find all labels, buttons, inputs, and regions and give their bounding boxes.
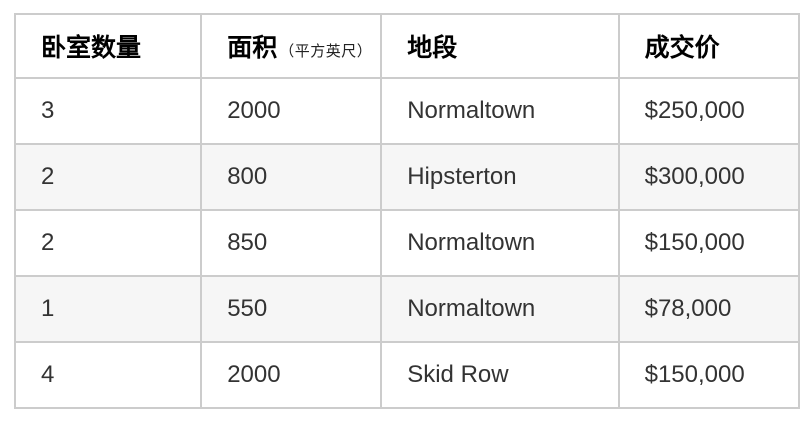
page: 卧室数量 面积 （平方英尺） 地段 成交价 3 2000 Normaltown $… [0, 13, 800, 437]
table-row: 2 800 Hipsterton $300,000 [13, 143, 800, 211]
cell-bedrooms: 2 [13, 143, 203, 211]
cell-bedrooms: 3 [13, 77, 203, 145]
cell-location: Skid Row [380, 341, 620, 409]
header-cell-area: 面积 （平方英尺） [200, 13, 383, 79]
cell-price: $150,000 [617, 341, 800, 409]
cell-location: Normaltown [380, 275, 620, 343]
header-area-label: 面积 [227, 34, 278, 62]
cell-price: $300,000 [617, 143, 800, 211]
header-cell-price: 成交价 [617, 13, 800, 79]
cell-location: Hipsterton [380, 143, 620, 211]
cell-price: $150,000 [617, 209, 800, 277]
cell-price: $250,000 [617, 77, 800, 145]
header-cell-bedrooms: 卧室数量 [13, 13, 203, 79]
cell-location: Normaltown [380, 77, 620, 145]
table-row: 2 850 Normaltown $150,000 [13, 209, 800, 277]
cell-bedrooms: 2 [13, 209, 203, 277]
table-row: 4 2000 Skid Row $150,000 [13, 341, 800, 409]
header-bedrooms-label: 卧室数量 [41, 34, 142, 62]
cell-area: 550 [200, 275, 383, 343]
header-row: 卧室数量 面积 （平方英尺） 地段 成交价 [13, 13, 800, 79]
cell-area: 2000 [200, 77, 383, 145]
cell-location: Normaltown [380, 209, 620, 277]
header-area-unit-label: （平方英尺） [279, 43, 373, 60]
header-location-label: 地段 [407, 34, 458, 62]
housing-listings-table: 卧室数量 面积 （平方英尺） 地段 成交价 3 2000 Normaltown $… [13, 13, 800, 409]
header-cell-location: 地段 [380, 13, 620, 79]
table-row: 3 2000 Normaltown $250,000 [13, 77, 800, 145]
cell-area: 800 [200, 143, 383, 211]
cell-area: 2000 [200, 341, 383, 409]
cell-bedrooms: 1 [13, 275, 203, 343]
table-row: 1 550 Normaltown $78,000 [13, 275, 800, 343]
cell-bedrooms: 4 [13, 341, 203, 409]
cell-price: $78,000 [617, 275, 800, 343]
cell-area: 850 [200, 209, 383, 277]
header-price-label: 成交价 [644, 34, 720, 62]
